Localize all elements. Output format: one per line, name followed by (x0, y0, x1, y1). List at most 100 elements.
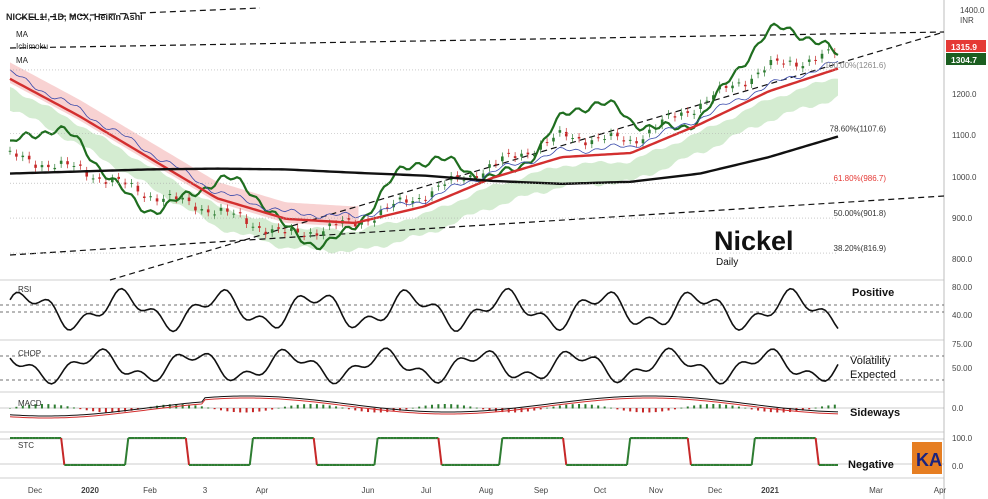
candle-body (123, 182, 127, 185)
candle-body (648, 129, 651, 134)
indicator-label-ichimoku: Ichimoku (16, 42, 48, 51)
chop-comment-line2: Expected (850, 369, 896, 381)
macd-histogram-bar (488, 408, 491, 411)
candle-body (609, 132, 613, 136)
candle-body (532, 154, 536, 157)
time-tick: 2021 (761, 486, 779, 495)
macd-histogram-bar (226, 408, 229, 412)
macd-histogram-bar (718, 404, 721, 409)
candle-body (40, 165, 44, 168)
macd-histogram-bar (181, 404, 184, 409)
macd-histogram-bar (124, 408, 127, 412)
ma-long-line (9, 135, 839, 186)
macd-histogram-bar (72, 407, 75, 409)
candle-body (820, 53, 824, 59)
macd-histogram-bar (635, 408, 638, 413)
macd-histogram-bar (475, 407, 478, 409)
stc-segment (562, 437, 568, 466)
macd-histogram-bar (482, 408, 485, 410)
candle-body (194, 206, 197, 211)
macd-histogram-bar (200, 406, 203, 409)
macd-histogram-bar (283, 406, 286, 409)
rsi-comment: Positive (852, 287, 894, 299)
candle-body (373, 220, 376, 223)
candle-body (187, 197, 191, 202)
time-tick: Sep (534, 486, 549, 495)
stc-segment (124, 437, 130, 466)
time-tick: Feb (143, 486, 157, 495)
candle-body (488, 164, 491, 168)
price-badge-green-text: 1304.7 (951, 55, 977, 65)
macd-histogram-bar (520, 408, 523, 413)
macd-histogram-bar (648, 408, 651, 413)
macd-histogram-bar (731, 405, 734, 409)
macd-histogram-bar (737, 406, 740, 409)
macd-histogram-bar (654, 408, 657, 413)
macd-histogram-bar (578, 404, 581, 409)
macd-histogram-bar (15, 406, 18, 409)
macd-histogram-bar (667, 408, 670, 411)
stc-segment (184, 437, 191, 466)
macd-histogram-bar (111, 408, 114, 413)
fib-levels: 100.00%(1261.6) 78.60%(1107.6) 61.80%(986.… (10, 61, 886, 254)
stc-segment (312, 437, 318, 466)
candle-body (111, 178, 114, 183)
rsi-label: RSI (18, 285, 31, 294)
macd-histogram-bar (699, 404, 702, 409)
ka-logo (912, 442, 942, 474)
macd-histogram-bar (303, 404, 306, 409)
macd-histogram-bar (92, 408, 95, 412)
macd-histogram-bar (565, 404, 568, 409)
macd-histogram-bar (354, 408, 357, 411)
macd-histogram-bar (680, 407, 683, 409)
price-badge-red (946, 40, 986, 52)
stc-tick: 0.0 (952, 462, 964, 471)
macd-histogram-bar (833, 404, 836, 409)
time-tick: Dec (708, 486, 722, 495)
candle-body (296, 228, 300, 233)
stc-segment (750, 437, 756, 466)
candle-body (596, 137, 600, 139)
stc-comment: Negative (848, 459, 894, 471)
candle-body (641, 139, 645, 144)
indicator-label-ma: MA (16, 30, 29, 39)
macd-histogram-bar (213, 408, 216, 410)
ichimoku-cloud-bear (10, 62, 359, 228)
macd-histogram-bar (405, 408, 408, 410)
candle-body (430, 191, 434, 198)
macd-histogram-bar (98, 408, 101, 412)
macd-histogram-bar (571, 404, 574, 409)
macd-histogram-bar (207, 407, 210, 409)
macd-histogram-bar (360, 408, 363, 412)
candle-body (622, 140, 626, 142)
macd-line (9, 395, 839, 417)
macd-histogram-bar (603, 406, 606, 409)
macd-label: MACD (18, 399, 42, 408)
time-tick: Jun (362, 486, 375, 495)
price-tick: 1200.0 (952, 90, 977, 99)
candle-body (360, 221, 363, 225)
candle-body (788, 60, 792, 62)
macd-histogram-bar (335, 406, 338, 409)
macd-histogram-bar (712, 404, 715, 409)
macd-signal-line (9, 397, 839, 419)
rsi-tick: 80.00 (952, 283, 973, 292)
trend-line (19, 7, 261, 19)
macd-histogram-bar (162, 404, 165, 409)
chart-subtitle: Daily (716, 257, 738, 268)
macd-histogram-bar (526, 408, 529, 412)
candle-body (149, 196, 152, 198)
macd-histogram-bar (462, 405, 465, 409)
macd-histogram-bar (501, 408, 504, 413)
macd-histogram-bar (610, 407, 613, 409)
time-tick: Aug (479, 486, 493, 495)
candle-body (213, 214, 216, 216)
macd-histogram-bar (322, 404, 325, 409)
macd-histogram-bar (801, 408, 804, 411)
candle-body (200, 209, 204, 211)
chart-title: Nickel (714, 226, 794, 256)
macd-histogram-bar (232, 408, 235, 413)
candle-body (85, 170, 89, 177)
